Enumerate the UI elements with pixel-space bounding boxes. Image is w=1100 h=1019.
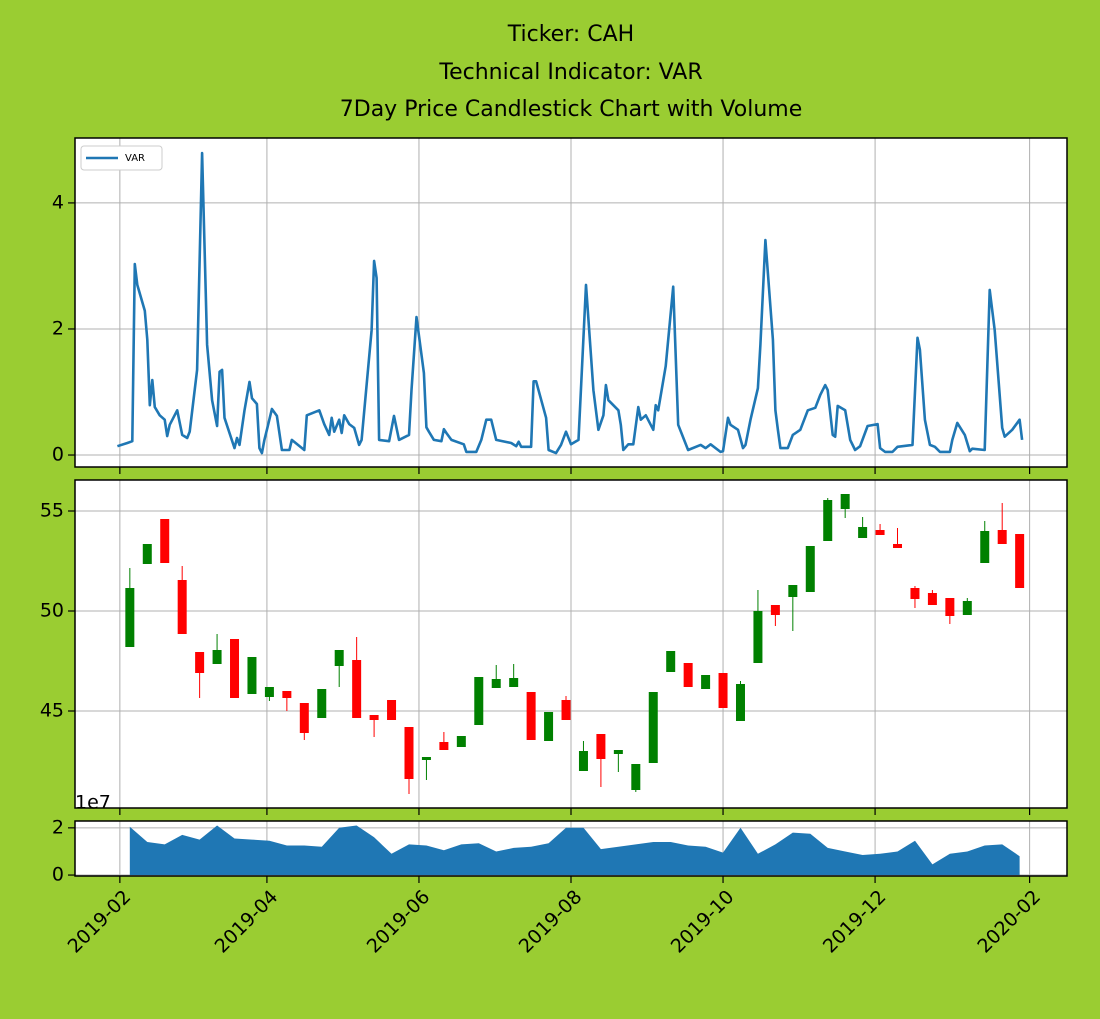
legend-box — [80, 145, 163, 171]
candle-body — [212, 650, 222, 664]
candle-body — [160, 519, 170, 563]
y-tick-label: 45 — [40, 700, 64, 722]
legend-label: VAR — [125, 153, 145, 164]
candle-body — [299, 703, 309, 733]
candle-body — [561, 700, 571, 720]
candle-body — [962, 601, 972, 615]
candle-body — [927, 593, 937, 605]
title-line: Ticker: CAH — [507, 22, 634, 47]
candle-body — [753, 611, 763, 663]
candle-body — [770, 605, 780, 615]
axis-offset-label: 1e7 — [75, 792, 111, 814]
y-tick-label: 0 — [52, 444, 64, 466]
candle-body — [578, 751, 588, 771]
y-tick-label: 0 — [52, 864, 64, 886]
candle-body — [788, 585, 798, 597]
candle-body — [648, 692, 658, 763]
candle-body — [840, 494, 850, 509]
candle-body — [893, 544, 903, 548]
line-series — [117, 151, 1024, 455]
y-tick-label: 4 — [52, 191, 64, 213]
candle-body — [404, 727, 414, 779]
candle-body — [195, 652, 205, 673]
candle-body — [1015, 534, 1025, 588]
candle-body — [945, 598, 955, 616]
candle-body — [247, 657, 257, 694]
candle-body — [613, 750, 623, 754]
candle-body — [456, 736, 466, 747]
candle-body — [718, 673, 728, 708]
title-line: Technical Indicator: VAR — [438, 60, 702, 85]
candle-body — [980, 531, 990, 563]
candle-body — [666, 651, 676, 672]
candle-body — [631, 764, 641, 790]
candle-body — [125, 588, 135, 647]
candle-body — [264, 687, 274, 697]
plot-frame — [74, 479, 1068, 809]
plot-content — [75, 821, 1067, 876]
y-tick-label: 2 — [52, 816, 64, 838]
plot-frame — [74, 820, 1068, 877]
candle-body — [474, 677, 484, 725]
candle-body — [997, 530, 1007, 544]
candle-body — [334, 650, 344, 666]
plot-content — [75, 480, 1067, 808]
candle-body — [317, 689, 327, 718]
candle-body — [421, 757, 431, 760]
candle-body — [282, 691, 292, 698]
y-tick-label: 55 — [40, 500, 64, 522]
area-series — [129, 825, 1020, 876]
candle-body — [805, 546, 815, 592]
candle-body — [875, 530, 885, 535]
candle-body — [526, 692, 536, 740]
candle-body — [439, 742, 449, 750]
candle-body — [387, 700, 397, 720]
candle-body — [142, 544, 152, 564]
candle-body — [910, 588, 920, 599]
candle-body — [701, 675, 711, 689]
title-line: 7Day Price Candlestick Chart with Volume — [340, 97, 802, 122]
plot-content — [75, 138, 1067, 467]
candle-body — [177, 580, 187, 634]
y-tick-label: 2 — [52, 317, 64, 339]
candle-body — [683, 663, 693, 687]
candle-body — [230, 639, 240, 698]
candle-body — [858, 527, 868, 538]
candle-body — [491, 679, 501, 688]
candle-body — [509, 678, 519, 687]
plot-frame — [74, 137, 1068, 468]
candle-body — [369, 715, 379, 720]
candle-body — [544, 712, 554, 741]
candle-body — [596, 734, 606, 759]
candle-body — [823, 500, 833, 541]
candle-body — [352, 660, 362, 718]
candle-body — [735, 684, 745, 721]
y-tick-label: 50 — [40, 600, 64, 622]
